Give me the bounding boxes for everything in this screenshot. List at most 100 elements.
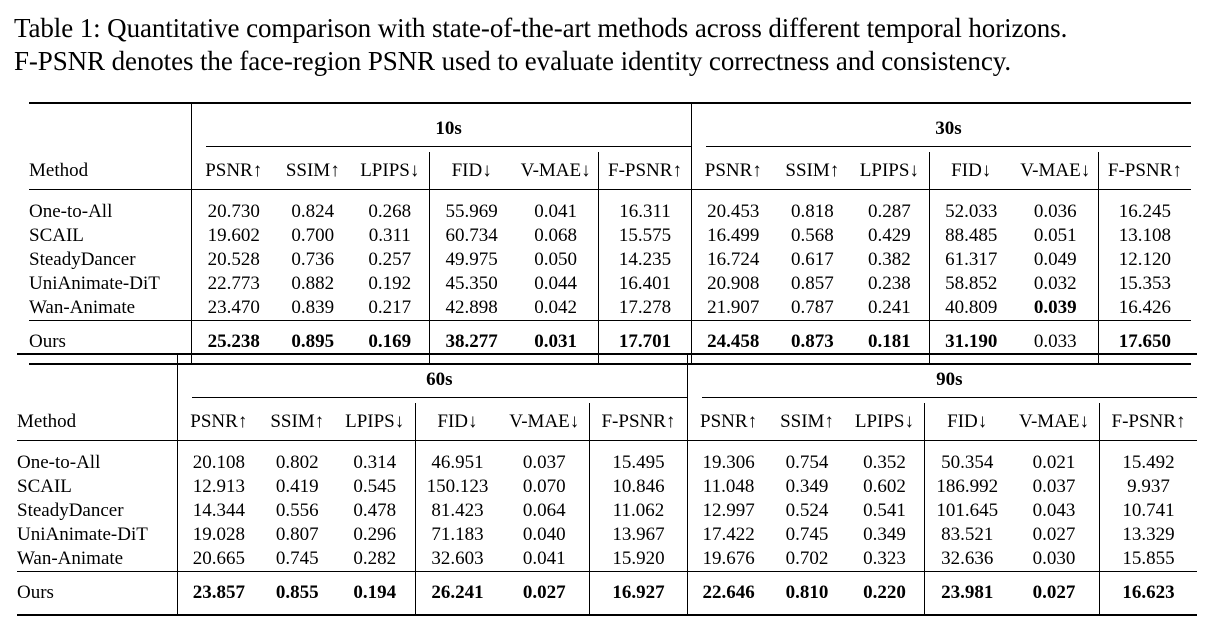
metric-value: 0.349 [863,524,906,545]
caption-line-2: F-PSNR denotes the face-region PSNR used… [14,46,1012,76]
table-row: UniAnimate-DiT 19.028 0.807 0.296 71.183 0.04… [17,523,1197,547]
metric-value: 0.478 [353,500,397,521]
metric-value: 0.041 [513,189,599,224]
metric-value: 71.183 [414,523,500,547]
metric-value: 0.349 [785,476,829,497]
metric-header-v-mae: V-MAE↓ [1020,159,1091,181]
metric-value: 0.037 [499,440,590,475]
metric-value: 17.422 [686,523,770,547]
ours-row: Ours 23.857 0.855 0.194 26.241 0.027 16.927 22.… [17,571,1197,616]
metric-header-v-mae: V-MAE↓ [509,410,580,432]
metric-value: 0.754 [769,440,845,475]
metric-value: 9.937 [1098,475,1197,499]
metric-value: 12.913 [176,475,260,499]
metric-value: 0.192 [368,273,412,294]
metric-value: 16.426 [1097,296,1191,321]
metric-value: 81.423 [414,499,500,523]
table-row: Wan-Animate 20.665 0.745 0.282 32.603 0.041 15… [17,547,1197,572]
metric-value: 21.907 [690,296,775,321]
metric-value: 20.528 [191,248,276,272]
table-row: SCAIL 12.913 0.419 0.545 150.123 0.070 10.846 1… [17,475,1197,499]
metric-value: 20.730 [191,189,276,224]
metric-value: 0.311 [368,225,411,246]
metric-header-psnr: PSNR↑ [686,403,770,441]
metric-value: 0.070 [522,476,566,497]
method-name-ours: Ours [17,571,178,616]
metric-value: 0.296 [353,524,397,545]
metric-value: 23.470 [191,296,276,321]
metric-header-f-psnr: F-PSNR↑ [589,403,688,441]
metric-value: 0.857 [790,273,834,294]
metric-value: 20.908 [690,272,775,296]
metric-value: 0.050 [534,249,577,270]
metric-value: 0.037 [1032,476,1076,497]
metric-value: 0.545 [353,476,397,497]
metric-header-psnr: PSNR↑ [191,152,276,190]
metric-header-f-psnr: F-PSNR↑ [598,152,692,190]
metric-value: 13.108 [1097,224,1191,248]
metric-value: 0.049 [1033,249,1077,270]
metric-value: 0.745 [275,548,319,569]
metric-header-f-psnr: F-PSNR↑ [1098,403,1197,441]
metric-value-ours: 0.027 [1009,571,1100,616]
metric-value: 0.030 [1032,548,1076,569]
metric-value: 55.969 [429,189,514,224]
metric-value: 58.852 [928,272,1013,296]
metric-value: 101.645 [924,499,1010,523]
horizon-header-row: 60s 90s [17,353,1197,403]
table-row: UniAnimate-DiT 22.773 0.882 0.192 45.350 0.04… [29,272,1191,296]
metric-value: 16.311 [598,189,692,224]
table-row: SteadyDancer 14.344 0.556 0.478 81.423 0.064 1… [17,499,1197,523]
metric-value: 32.603 [414,547,500,572]
metric-value: 15.855 [1098,547,1197,572]
metric-value: 0.818 [774,189,850,224]
metric-value: 16.245 [1097,189,1191,224]
metric-value: 0.064 [522,500,566,521]
method-name: One-to-All [29,189,192,224]
metric-value: 0.802 [259,440,335,475]
metric-header-ssim: SSIM↑ [285,159,340,181]
metric-header-lpips: LPIPS↓ [859,159,919,181]
method-name: SteadyDancer [29,249,136,270]
metric-value: 0.040 [522,524,566,545]
metric-header-lpips: LPIPS↓ [345,410,405,432]
results-table-top: 10s 30s Method PSNR↑ SSIM↑ LPIPS↓ FID↓ V-MAE↓ F-… [29,102,1191,365]
metric-value: 10.846 [589,475,688,499]
metric-value: 0.602 [863,476,906,497]
metric-value: 186.992 [924,475,1010,499]
metric-value: 0.556 [275,500,319,521]
metric-value: 16.724 [690,248,775,272]
metric-value-ours: 26.241 [414,571,500,616]
metric-value: 0.044 [534,273,577,294]
metric-value: 14.235 [598,248,692,272]
metric-header-fid: FID↓ [414,403,500,441]
metric-value: 50.354 [924,440,1010,475]
metric-value: 0.702 [785,548,829,569]
metric-value: 0.039 [1033,297,1077,318]
metric-value: 15.920 [589,547,688,572]
metric-value: 16.499 [690,224,775,248]
metric-value: 0.043 [1032,500,1076,521]
metric-value: 46.951 [414,440,500,475]
header-blank [29,102,192,152]
horizon-label: 10s [206,118,691,147]
horizon-header-1: 90s [686,353,1197,403]
metric-value-ours: 22.646 [686,571,770,616]
metric-value: 0.568 [790,225,834,246]
metric-value: 10.741 [1098,499,1197,523]
results-table-bottom: 60s 90s Method PSNR↑ SSIM↑ LPIPS↓ FID↓ V-MAE↓ F-… [17,353,1197,616]
horizon-label: 90s [701,369,1197,398]
metric-value: 60.734 [429,224,514,248]
metric-value: 61.317 [928,248,1013,272]
metric-value: 0.042 [534,297,577,318]
table-row: Wan-Animate 23.470 0.839 0.217 42.898 0.042 17… [29,296,1191,321]
metric-value-ours: 16.927 [589,571,688,616]
metric-header-v-mae: V-MAE↓ [520,159,591,181]
metric-header-ssim: SSIM↑ [270,410,325,432]
table-row: One-to-All 20.730 0.824 0.268 55.969 0.041 16.… [29,189,1191,224]
metric-value: 15.353 [1097,272,1191,296]
metric-value: 0.839 [291,297,335,318]
metric-value: 49.975 [429,248,514,272]
method-name: One-to-All [17,440,178,475]
metric-value: 0.382 [867,249,911,270]
